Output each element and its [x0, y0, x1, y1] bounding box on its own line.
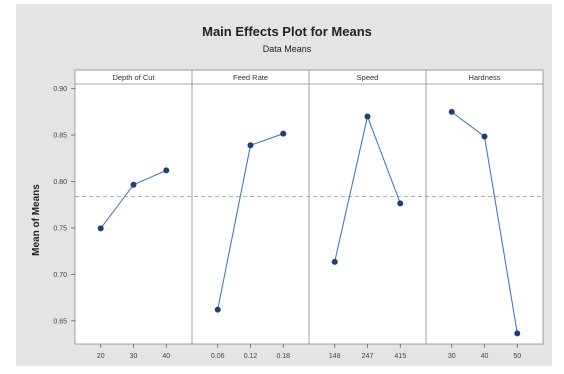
main-effects-chart: Main Effects Plot for Means Data Means M… — [31, 24, 544, 360]
y-tick-label: 0.70 — [53, 272, 67, 279]
panel-header-3: Hardness — [468, 73, 500, 82]
x-tick-label: 40 — [162, 353, 170, 360]
y-tick-label: 0.90 — [53, 86, 67, 93]
mean-point — [481, 133, 488, 140]
x-tick-label: 247 — [362, 353, 374, 360]
panel-header-1: Feed Rate — [233, 73, 268, 82]
mean-point — [280, 130, 287, 137]
y-tick-label: 0.85 — [53, 133, 67, 140]
chart-frame: Main Effects Plot for Means Data Means M… — [16, 4, 552, 366]
x-tick-label: 0.18 — [276, 353, 290, 360]
mean-point — [364, 113, 371, 120]
panels-group: 0.65 0.70 0.75 0.80 0.85 0.90 Depth of Cut 20 30… — [53, 69, 544, 360]
x-tick-label: 0.12 — [244, 353, 258, 360]
y-tick-label: 0.75 — [53, 225, 67, 232]
chart-title: Main Effects Plot for Means — [202, 24, 372, 39]
x-tick-label: 415 — [394, 353, 406, 360]
y-tick-label: 0.65 — [53, 318, 67, 325]
mean-point — [247, 142, 254, 149]
mean-point — [448, 108, 455, 115]
panel-header-2: Speed — [357, 73, 379, 82]
chart-subtitle: Data Means — [263, 44, 312, 54]
mean-point — [514, 330, 521, 337]
mean-point — [97, 225, 104, 232]
mean-point — [331, 258, 338, 265]
panel-header-0: Depth of Cut — [112, 73, 155, 82]
x-tick-label: 30 — [130, 353, 138, 360]
mean-point — [130, 181, 137, 188]
mean-point — [163, 167, 170, 174]
x-tick-label: 0.06 — [211, 353, 225, 360]
x-tick-label: 40 — [481, 353, 489, 360]
mean-point — [214, 306, 221, 313]
x-tick-label: 20 — [97, 353, 105, 360]
x-tick-label: 148 — [329, 353, 341, 360]
mean-point — [397, 200, 404, 207]
x-tick-label: 30 — [448, 353, 456, 360]
y-axis-label: Mean of Means — [31, 184, 42, 256]
y-tick-label: 0.80 — [53, 179, 67, 186]
x-tick-label: 50 — [513, 353, 521, 360]
